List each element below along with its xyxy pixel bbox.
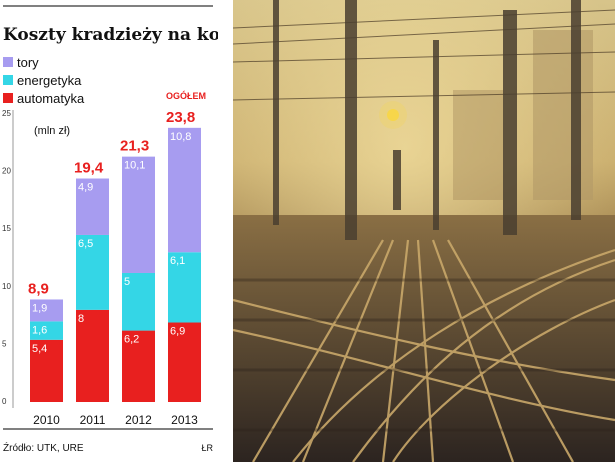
bar-segment-automatyka: [168, 322, 201, 402]
x-tick-label: 2012: [125, 413, 152, 427]
legend-swatch-automatyka: [3, 93, 13, 103]
segment-value-label: 8: [78, 313, 84, 325]
bar-segment-energetyka: [168, 252, 201, 323]
legend-label-automatyka: automatyka: [17, 91, 85, 106]
segment-value-label: 6,1: [170, 255, 185, 267]
bar-segment-automatyka: [76, 309, 109, 402]
segment-value-label: 6,2: [124, 334, 139, 346]
chart-panel: Koszty kradzieży na kolei tory energetyka…: [0, 0, 218, 462]
segment-value-label: 1,9: [32, 302, 47, 314]
railway-photo-illustration: [233, 0, 615, 462]
segment-value-label: 6,9: [170, 326, 185, 338]
source-note: Źródło: UTK, URE: [3, 441, 84, 454]
chart-title: Koszty kradzieży na kolei: [3, 25, 218, 45]
x-tick-label: 2010: [33, 413, 60, 427]
bar-segment-automatyka: [30, 339, 63, 402]
y-tick-label: 20: [2, 167, 11, 176]
bar-segment-tory: [30, 299, 63, 322]
segment-value-label: 5,4: [32, 343, 47, 355]
bar-segment-energetyka: [30, 321, 63, 340]
x-tick-label: 2013: [171, 413, 198, 427]
legend-label-tory: tory: [17, 55, 39, 70]
total-value-label: 19,4: [74, 160, 104, 177]
x-axis: 2010 2011 2012 2013: [33, 413, 198, 427]
y-tick-label: 10: [2, 282, 11, 291]
y-tick-label: 25: [2, 109, 11, 118]
y-tick-label: 5: [2, 339, 7, 348]
segment-value-label: 5: [124, 276, 130, 288]
y-tick-label: 0: [2, 397, 7, 406]
bar-segment-tory: [76, 178, 109, 235]
bar-segment-energetyka: [122, 272, 155, 331]
segment-value-label: 10,8: [170, 131, 191, 143]
legend: tory energetyka automatyka: [3, 55, 85, 106]
credit-note: ŁR: [201, 443, 213, 453]
bar-segment-automatyka: [122, 330, 155, 402]
segment-value-label: 10,1: [124, 160, 145, 172]
totals-label: OGÓŁEM: [166, 90, 206, 101]
bar-segment-tory: [168, 127, 201, 253]
total-value-label: 8,9: [28, 280, 49, 297]
unit-label: (mln zł): [34, 125, 70, 137]
legend-swatch-energetyka: [3, 75, 13, 85]
total-value-label: 21,3: [120, 138, 149, 155]
legend-label-energetyka: energetyka: [17, 73, 82, 88]
bar-segment-energetyka: [76, 234, 109, 310]
segment-value-label: 4,9: [78, 182, 93, 194]
bars: 5,4 1,6 1,9 8,9 8 6,5 4,9 19,4 6,2 5 10,1 21,3 6,9 6,…: [28, 109, 201, 402]
x-tick-label: 2011: [80, 413, 106, 427]
total-value-label: 23,8: [166, 109, 195, 126]
legend-swatch-tory: [3, 57, 13, 67]
segment-value-label: 6,5: [78, 238, 93, 250]
y-tick-label: 15: [2, 224, 11, 233]
bar-segment-tory: [122, 156, 155, 273]
stacked-bar-chart: Koszty kradzieży na kolei tory energetyka…: [2, 5, 218, 454]
segment-value-label: 1,6: [32, 324, 47, 336]
y-axis: 0 5 10 15 20 25: [2, 109, 11, 406]
railway-photo: [233, 0, 615, 462]
